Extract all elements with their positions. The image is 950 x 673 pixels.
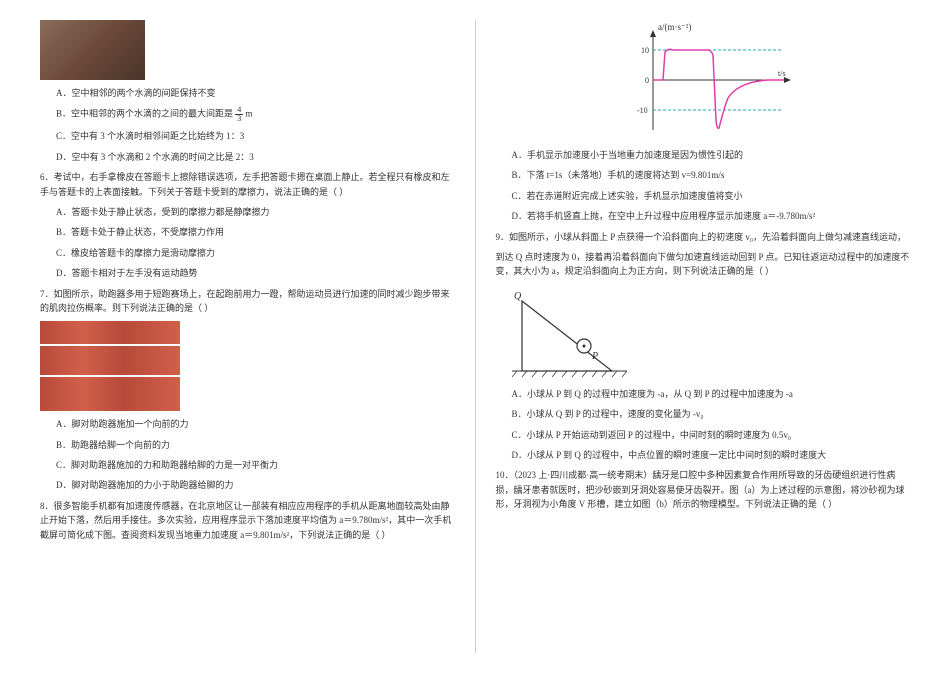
q10-stem: 10．（2023 上·四川成都·高一统考期末）龋牙是口腔中多种因素复合作用所导致…: [496, 468, 911, 511]
column-divider: [475, 20, 476, 653]
q8-option-d: D．若将手机竖直上抛，在空中上升过程中应用程序显示加速度 a＝-9.780m/s…: [496, 209, 911, 223]
label-p: P: [591, 351, 598, 362]
q5-option-b: B．空中相邻的两个水滴的之间的最大间距是 4 3 m: [40, 106, 455, 123]
q8-option-b: B．下落 t=1s（未落地）手机的速度将达到 v=9.801m/s: [496, 168, 911, 182]
ball-center: [582, 344, 585, 347]
q7-option-d: D．脚对助跑器施加的力小于助跑器给脚的力: [40, 478, 455, 492]
figure-roof-image: [40, 20, 145, 80]
chart-curve: [653, 49, 783, 128]
right-column: a/(m·s⁻²) 10 0 -10 t/s A．手机显示加速度小于当地重力加速…: [496, 20, 911, 653]
figure-track-image: [40, 321, 180, 411]
q5-b-fraction: 4 3: [235, 106, 243, 123]
q5-option-d: D．空中有 3 个水滴和 2 个水滴的时间之比是 2：3: [40, 150, 455, 164]
q6-option-d: D．答题卡相对于左手没有运动趋势: [40, 266, 455, 280]
q8-stem: 8．很多智能手机都有加速度传感器，在北京地区让一部装有相应应用程序的手机从距离地…: [40, 499, 455, 542]
q9-option-a: A．小球从 P 到 Q 的过程中加速度为 -a，从 Q 到 P 的过程中加速度为…: [496, 387, 911, 401]
q5-b-post: m: [246, 109, 253, 119]
q5-b-pre: B．空中相邻的两个水滴的之间的最大间距是: [56, 109, 233, 119]
q7-stem: 7．如图所示，助跑器多用于短跑赛场上，在起跑前用力一蹬，帮助运动员进行加速的同时…: [40, 287, 455, 316]
ground-hatching: [512, 371, 627, 377]
label-q: Q: [514, 291, 522, 302]
ytick-0: 0: [645, 76, 649, 85]
q6-option-b: B．答题卡处于静止状态，不受摩擦力作用: [40, 225, 455, 239]
q7-option-a: A．脚对助跑器施加一个向前的力: [40, 417, 455, 431]
y-axis-arrow: [650, 30, 656, 37]
triangle: [522, 301, 612, 371]
xlabel: t/s: [778, 69, 786, 78]
q9-option-d: D．小球从 P 到 Q 的过程中，中点位置的瞬时速度一定比中间时刻的瞬时速度大: [496, 448, 911, 462]
q5-option-c: C．空中有 3 个水滴时相邻间距之比始终为 1：3: [40, 129, 455, 143]
q5-option-a: A．空中相邻的两个水滴的间距保持不变: [40, 86, 455, 100]
q6-option-c: C．橡皮给答题卡的摩擦力是滑动摩擦力: [40, 246, 455, 260]
chart-ylabel: a/(m·s⁻²): [658, 22, 691, 32]
q9-stem-2: 到达 Q 点时速度为 0，接着再沿着斜面向下做匀加速直线运动回到 P 点。已知往…: [496, 250, 911, 279]
left-column: A．空中相邻的两个水滴的间距保持不变 B．空中相邻的两个水滴的之间的最大间距是 …: [40, 20, 455, 653]
q9-option-c: C．小球从 P 开始运动到返回 P 的过程中，中间时刻的瞬时速度为 0.5v₀: [496, 428, 911, 442]
incline-diagram: Q P: [512, 291, 632, 381]
q9-stem-1: 9．如图所示，小球从斜面上 P 点获得一个沿斜面向上的初速度 v₀，先沿着斜面向…: [496, 230, 911, 244]
q6-stem: 6．考试中，右手拿橡皮在答题卡上擦除错误选项，左手把答题卡摁在桌面上静止。若全程…: [40, 170, 455, 199]
q8-option-a: A．手机显示加速度小于当地重力加速度是因为惯性引起的: [496, 148, 911, 162]
ytick-10: 10: [641, 46, 649, 55]
acceleration-chart: a/(m·s⁻²) 10 0 -10 t/s: [613, 20, 793, 140]
frac-den: 3: [235, 115, 243, 123]
q9-option-b: B．小球从 Q 到 P 的过程中，速度的变化量为 -v₀: [496, 407, 911, 421]
q7-option-c: C．脚对助跑器施加的力和助跑器给脚的力是一对平衡力: [40, 458, 455, 472]
ytick-neg10: -10: [637, 106, 648, 115]
page: A．空中相邻的两个水滴的间距保持不变 B．空中相邻的两个水滴的之间的最大间距是 …: [40, 20, 910, 653]
q8-option-c: C．若在赤道附近完成上述实验，手机显示加速度值将变小: [496, 189, 911, 203]
q6-option-a: A．答题卡处于静止状态，受到的摩擦力都是静摩擦力: [40, 205, 455, 219]
q7-option-b: B．助跑器给脚一个向前的力: [40, 438, 455, 452]
